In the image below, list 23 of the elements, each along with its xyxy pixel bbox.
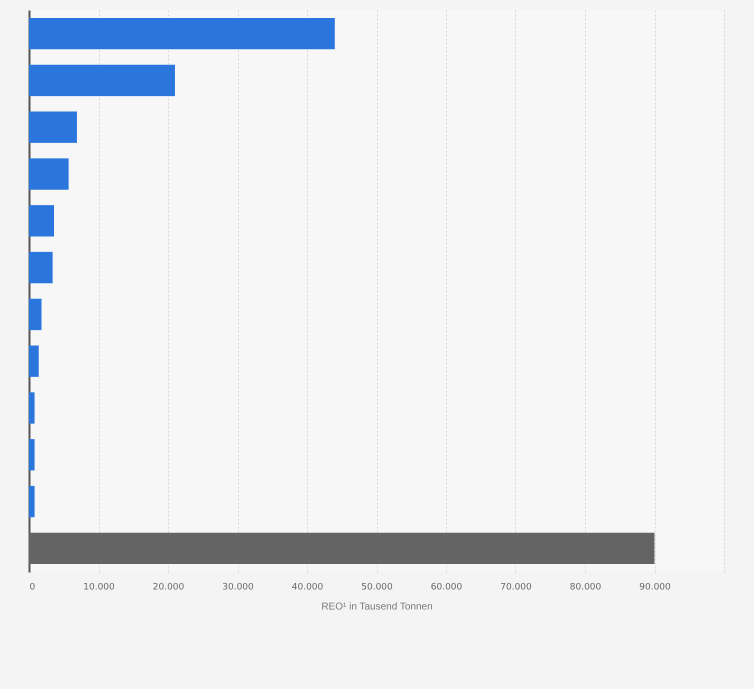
bar: [29, 346, 39, 377]
bar: [29, 439, 35, 470]
bar: [29, 298, 42, 330]
bar: [29, 112, 77, 143]
bar: [29, 486, 35, 518]
x-tick-label: 70.000: [500, 582, 532, 592]
bar: [29, 532, 654, 564]
bar: [29, 64, 175, 96]
bar: [29, 18, 335, 50]
bar: [29, 205, 54, 236]
bar: [29, 252, 53, 284]
x-tick-label: 60.000: [430, 582, 463, 592]
x-tick-label: 50.000: [361, 582, 394, 592]
x-tick-label: 0: [30, 582, 36, 592]
bar: [29, 158, 69, 190]
x-tick-label: 40.000: [292, 582, 324, 592]
bar: [29, 392, 35, 424]
x-tick-label: 10.000: [83, 582, 116, 592]
x-axis-title: REO¹ in Tausend Tonnen: [321, 602, 433, 612]
x-tick-label: 90.000: [639, 582, 672, 592]
x-tick-label: 20.000: [152, 582, 185, 592]
x-tick-label: 30.000: [222, 582, 254, 592]
x-tick-label: 80.000: [570, 582, 602, 592]
